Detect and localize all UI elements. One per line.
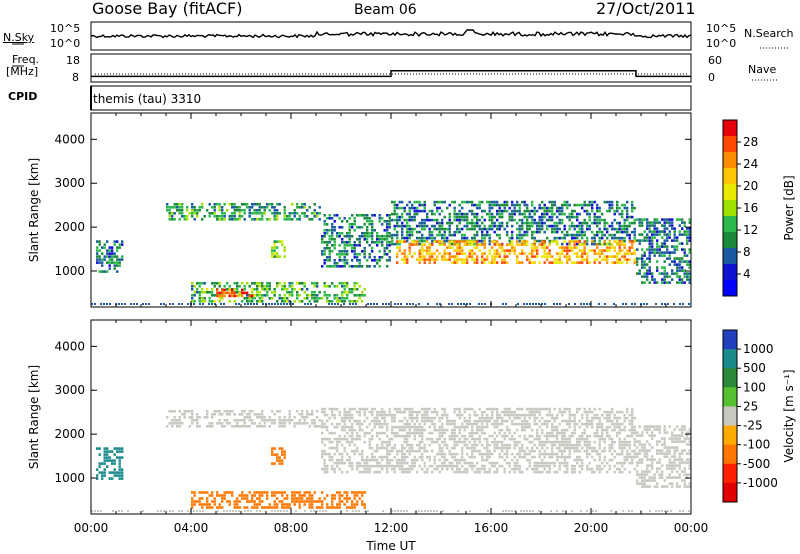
power-region-5: [321, 214, 391, 268]
freq-label: Freq.: [12, 53, 40, 66]
power-region-4: [271, 240, 286, 258]
nsky-tick-top: 10^5: [50, 22, 81, 35]
velocity-ylabel: Slant Range [km]: [27, 365, 41, 469]
nave-label: Nave: [748, 63, 777, 76]
power-colorbar-swatch-5: [723, 200, 737, 217]
freq-unit-label: [MHz]: [6, 65, 39, 78]
xtick-label-6: 00:00: [674, 521, 709, 535]
nave-tick-bottom: 0: [708, 71, 715, 84]
velocity-colorbar-swatch-6: [723, 444, 737, 465]
nsky-tick-bottom: 10^0: [50, 37, 81, 50]
nsearch-tick-top: 10^5: [706, 22, 737, 35]
freq-tick-bottom: 8: [72, 71, 79, 84]
velocity-colorbar-swatch-3: [723, 387, 737, 407]
power-colorbar-swatch-2: [723, 152, 737, 169]
power-colorbar-tick-4: 12: [743, 223, 758, 237]
velocity-colorbar-tick-5: -100: [743, 438, 770, 452]
freq-panel-frame: [90, 53, 692, 83]
velocity-region-5: [636, 425, 691, 488]
noise-panel-frame: [90, 21, 692, 51]
nsearch-tick-bottom: 10^0: [706, 37, 737, 50]
date-title: 27/Oct/2011: [596, 0, 696, 18]
velocity-ytick-label-1: 2000: [54, 427, 85, 441]
velocity-ytick-label-2: 3000: [54, 383, 85, 397]
power-region-0: [166, 203, 321, 221]
velocity-colorbar-swatch-0: [723, 330, 737, 350]
power-colorbar-swatch-9: [723, 264, 737, 281]
velocity-ground-strip: [91, 510, 690, 512]
velocity-colorbar-tick-1: 500: [743, 361, 766, 375]
velocity-region-4: [321, 407, 636, 474]
xtick-label-4: 16:00: [474, 521, 509, 535]
power-region-8: [636, 218, 691, 284]
velocity-colorbar-label: Velocity [m s⁻¹]: [782, 369, 796, 462]
nsky-label: N.Sky: [3, 31, 35, 44]
nsearch-label: N.Search: [744, 27, 794, 40]
power-colorbar-swatch-4: [723, 184, 737, 201]
power-colorbar-tick-1: 24: [743, 157, 758, 171]
xtick-label-3: 12:00: [374, 521, 409, 535]
power-region-7: [396, 240, 636, 264]
xtick-label-1: 04:00: [174, 521, 209, 535]
power-ytick-label-3: 4000: [54, 132, 85, 146]
power-colorbar-swatch-3: [723, 168, 737, 185]
power-ytick-label-0: 1000: [54, 264, 85, 278]
velocity-colorbar-tick-7: -1000: [743, 476, 778, 490]
power-colorbar-tick-3: 16: [743, 201, 758, 215]
power-colorbar-swatch-8: [723, 248, 737, 265]
velocity-region-1: [96, 447, 124, 480]
power-colorbar-swatch-1: [723, 136, 737, 153]
velocity-colorbar-swatch-4: [723, 406, 737, 426]
power-ytick-label-1: 2000: [54, 220, 85, 234]
cpid-label: CPID: [8, 90, 38, 103]
power-colorbar-tick-5: 8: [743, 245, 751, 259]
power-region-2: [191, 282, 366, 303]
velocity-colorbar-tick-2: 100: [743, 380, 766, 394]
power-ylabel: Slant Range [km]: [27, 158, 41, 262]
velocity-ytick-label-0: 1000: [54, 471, 85, 485]
power-region-1: [96, 240, 124, 273]
power-colorbar-label: Power [dB]: [782, 175, 796, 240]
power-colorbar-tick-0: 28: [743, 135, 758, 149]
velocity-colorbar-tick-0: 1000: [743, 342, 774, 356]
power-ground-strip: [91, 303, 690, 305]
power-colorbar-swatch-7: [723, 232, 737, 249]
velocity-colorbar-tick-3: 25: [743, 399, 758, 413]
time-xlabel: Time UT: [365, 539, 416, 553]
power-colorbar-tick-2: 20: [743, 179, 758, 193]
velocity-region-2: [191, 491, 366, 509]
xtick-label-0: 00:00: [74, 521, 109, 535]
velocity-colorbar-swatch-7: [723, 463, 737, 484]
cpid-panel-frame: [90, 85, 692, 111]
velocity-colorbar-swatch-8: [723, 482, 737, 503]
power-region-3: [216, 288, 254, 298]
nave-tick-top: 60: [708, 54, 722, 67]
velocity-colorbar-swatch-5: [723, 425, 737, 446]
velocity-colorbar-swatch-1: [723, 349, 737, 369]
freq-tick-top: 18: [66, 54, 80, 67]
cpid-program: themis (tau) 3310: [93, 92, 202, 106]
power-ytick-label-2: 3000: [54, 176, 85, 190]
power-colorbar-swatch-0: [723, 120, 737, 137]
station-title: Goose Bay (fitACF): [92, 0, 243, 18]
velocity-colorbar-swatch-2: [723, 368, 737, 388]
velocity-region-0: [166, 410, 321, 428]
power-colorbar-swatch-10: [723, 280, 737, 297]
velocity-colorbar-tick-6: -500: [743, 457, 770, 471]
velocity-colorbar-tick-4: -25: [743, 419, 763, 433]
velocity-ytick-label-3: 4000: [54, 339, 85, 353]
noise-sky-line: [90, 29, 692, 39]
beam-title: Beam 06: [354, 2, 417, 18]
power-colorbar-swatch-6: [723, 216, 737, 233]
power-colorbar-tick-6: 4: [743, 267, 751, 281]
velocity-colorbar-frame: [722, 329, 738, 503]
xtick-label-2: 08:00: [274, 521, 309, 535]
frequency-line: [91, 70, 691, 78]
velocity-region-3: [271, 447, 286, 465]
xtick-label-5: 20:00: [574, 521, 609, 535]
